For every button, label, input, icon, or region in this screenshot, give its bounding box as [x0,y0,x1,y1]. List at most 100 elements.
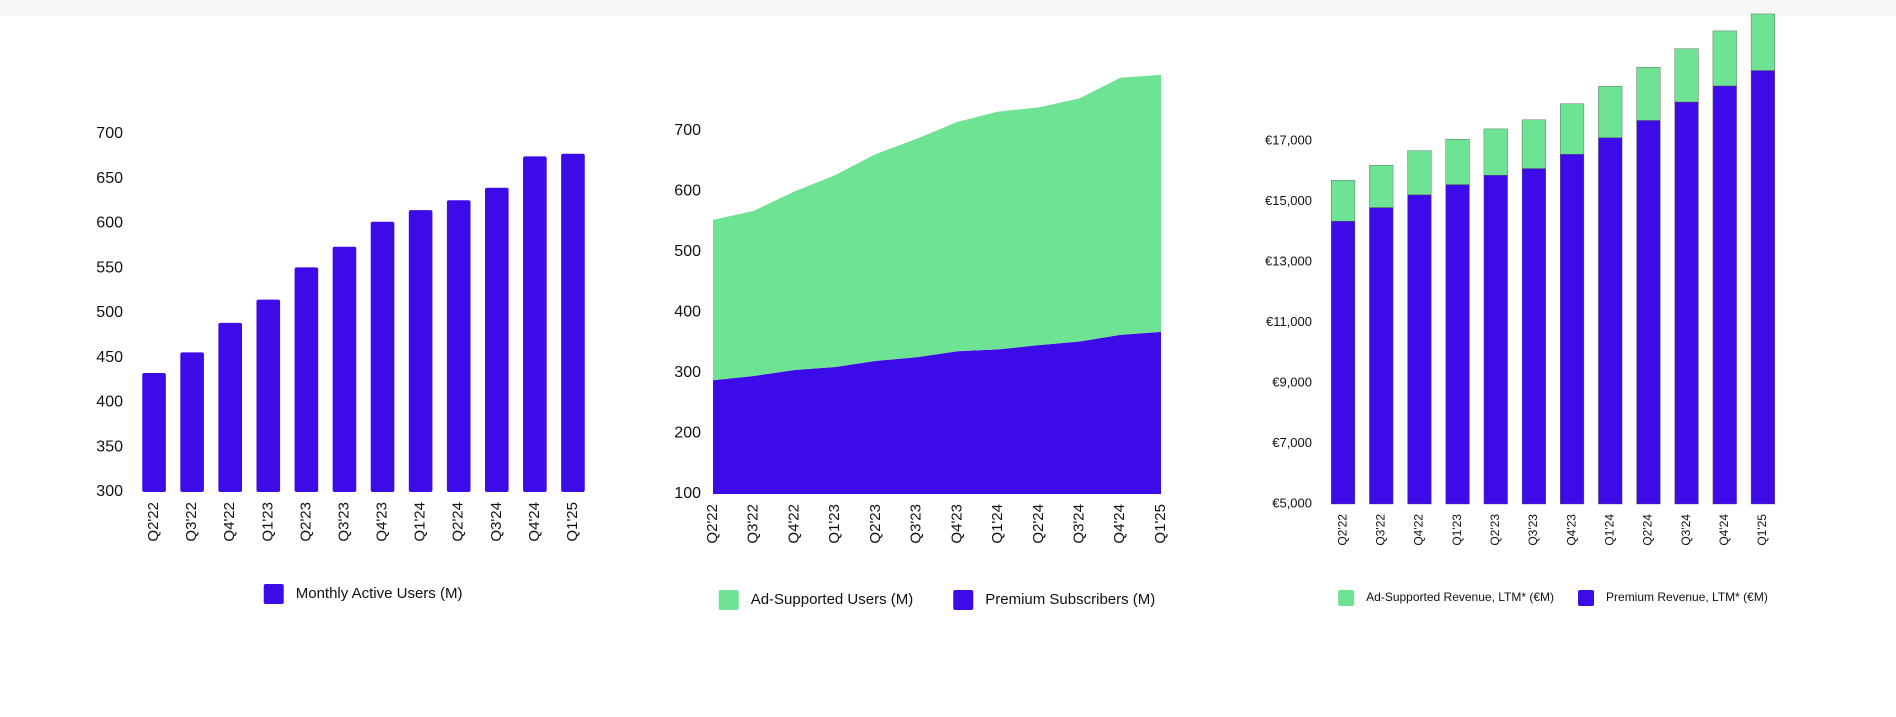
x-tick-label: Q3'23 [908,504,925,544]
bar-segment [1407,150,1432,196]
bar [561,153,585,492]
x-tick-label: Q1'24 [1602,514,1616,546]
x-tick-label: Q3'23 [1526,514,1540,546]
bar-segment [1331,220,1356,505]
bar-segment [1598,137,1623,505]
bar [256,299,281,492]
x-tick-label: Q3'22 [1373,514,1387,546]
x-tick-label: Q1'24 [412,502,429,542]
x-tick-label: Q1'23 [259,502,276,542]
bar-segment [1369,164,1394,208]
area [713,74,1161,381]
x-tick-label: Q1'25 [1152,504,1169,544]
bar-segment [1750,13,1775,71]
legend-swatch [263,584,284,604]
y-tick-label: €17,000 [1265,132,1312,147]
bar [180,352,204,492]
x-tick-label: Q4'23 [374,502,391,542]
x-tick-label: Q4'22 [1412,514,1426,546]
y-tick-label: 400 [674,304,701,321]
bar-segment [1560,103,1585,155]
bar [294,267,319,492]
bar-segment [1369,207,1394,505]
bar-segment [1407,194,1432,505]
legend-label: Premium Revenue, LTM* (€M) [1606,590,1768,604]
legend-label: Ad-Supported Users (M) [751,591,914,608]
y-tick-label: €11,000 [1266,314,1312,329]
bar-segment [1483,174,1508,505]
y-tick-label: 300 [674,364,701,381]
y-tick-label: €15,000 [1265,193,1312,208]
bar [218,322,243,492]
x-tick-label: Q2'24 [1030,504,1047,544]
x-tick-label: Q1'23 [1450,514,1464,546]
bar [370,221,395,492]
x-tick-label: Q2'22 [1335,514,1349,546]
y-tick-label: 600 [674,183,701,200]
bar-segment [1521,119,1546,169]
y-tick-label: 350 [96,438,123,455]
bar-segment [1636,120,1661,505]
bar-segment [1674,101,1699,505]
y-tick-label: €13,000 [1265,253,1312,268]
bar-segment [1598,86,1623,138]
x-tick-label: Q1'25 [1755,514,1769,546]
bar-segment [1712,85,1737,505]
bar-segment [1445,138,1470,185]
x-tick-label: Q4'24 [1717,514,1731,546]
x-tick-label: Q4'23 [948,504,965,544]
y-tick-label: 300 [96,483,123,500]
x-tick-label: Q1'23 [826,504,843,544]
x-tick-label: Q3'22 [183,502,200,542]
y-tick-label: 700 [674,122,701,139]
bar-segment [1674,48,1699,103]
bar [142,372,166,492]
y-tick-label: 600 [96,215,123,232]
y-tick-label: 550 [96,259,123,276]
legend-swatch [1338,590,1355,606]
y-tick-label: 200 [674,425,701,442]
bar [332,246,357,492]
bar-segment [1331,180,1356,222]
y-tick-label: €7,000 [1272,435,1312,450]
bar-segment [1560,154,1585,505]
x-tick-label: Q2'24 [1641,514,1655,546]
x-tick-label: Q2'22 [145,502,162,542]
x-tick-label: Q2'23 [867,504,884,544]
y-tick-label: 650 [96,170,123,187]
legend-label: Ad-Supported Revenue, LTM* (€M) [1366,590,1554,604]
x-tick-label: Q2'23 [1488,514,1502,546]
x-tick-label: Q4'24 [1111,504,1128,544]
x-tick-label: Q3'23 [335,502,352,542]
y-tick-label: 450 [96,349,123,366]
bar-segment [1750,70,1775,505]
bar-segment [1445,184,1470,505]
x-tick-label: Q1'25 [564,502,581,542]
bar [446,200,471,493]
x-tick-label: Q2'23 [297,502,314,542]
x-tick-label: Q3'24 [1071,504,1088,544]
legend-label: Monthly Active Users (M) [296,585,463,602]
x-tick-label: Q4'23 [1564,514,1578,546]
top-band [0,0,1896,16]
x-tick-label: Q4'22 [785,504,802,544]
bar-segment [1521,168,1546,505]
legend-label: Premium Subscribers (M) [985,591,1155,608]
x-tick-label: Q2'22 [704,504,721,544]
x-tick-label: Q3'24 [488,502,505,542]
legend-swatch [1578,590,1595,606]
y-tick-label: €5,000 [1272,495,1312,510]
y-tick-label: €9,000 [1272,374,1312,389]
area [713,331,1161,494]
y-tick-label: 500 [674,243,701,260]
x-tick-label: Q4'22 [221,502,238,542]
y-tick-label: 500 [96,304,123,321]
legend-swatch [718,590,739,610]
y-tick-label: 400 [96,394,123,411]
x-tick-label: Q3'22 [745,504,762,544]
y-tick-label: 700 [96,125,123,142]
x-tick-label: Q2'24 [450,502,467,542]
bar-segment [1483,128,1508,176]
bar [408,210,433,492]
